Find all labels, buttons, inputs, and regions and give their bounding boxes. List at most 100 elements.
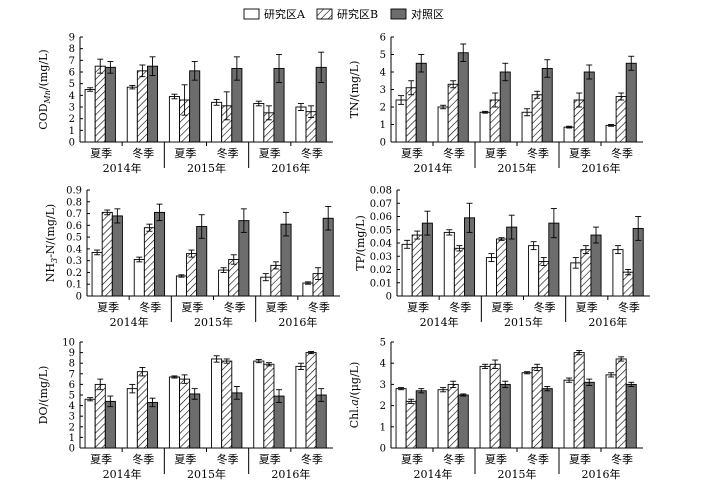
bar-do-s2-c5: [315, 394, 327, 449]
bar-chla-s2-c1: [457, 394, 469, 449]
y-tick-label-do-4: 4: [69, 401, 75, 412]
year-label-chla-2: 2016年: [582, 467, 621, 481]
bar-tp-s1-c2: [496, 238, 508, 297]
y-tick-label-tn-6: 6: [380, 33, 386, 44]
bar-chla-s2-c2: [499, 383, 511, 449]
bar-tn-s0-c5: [605, 124, 617, 143]
bar-nh3n-s1-c0: [101, 211, 113, 297]
bar-do-s2-c0: [104, 400, 116, 449]
bar-tn-s0-c1: [437, 106, 449, 143]
bar-chla-s0-c0: [395, 388, 407, 449]
bar-do-s0-c1: [126, 388, 138, 449]
bar-cod-s0-c5: [295, 106, 307, 143]
y-tick-label-tp-8: 0.08: [370, 186, 392, 197]
year-label-tp-1: 2015年: [504, 315, 543, 329]
x-label-do-1: 冬季: [132, 452, 154, 466]
bar-cod-s2-c1: [147, 65, 159, 143]
y-tick-label-tn-0: 0: [380, 138, 386, 149]
bar-tp-s1-c5: [622, 271, 634, 297]
x-label-do-4: 夏季: [259, 453, 281, 466]
x-label-chla-4: 夏季: [569, 453, 591, 466]
bar-chla-s1-c5: [615, 358, 627, 449]
bar-chla-s0-c2: [479, 365, 491, 449]
y-tick-label-cod-2: 2: [69, 114, 75, 125]
x-label-tp-2: 夏季: [491, 301, 513, 314]
bar-chla-s0-c3: [521, 372, 533, 449]
bar-tn-s2-c0: [415, 62, 427, 143]
y-tick-label-tn-5: 5: [380, 50, 386, 61]
x-label-do-0: 夏季: [90, 453, 112, 466]
y-tick-label-nh3n-7: 0.7: [66, 209, 82, 220]
bar-chla-s1-c2: [489, 363, 501, 449]
x-label-cod-0: 夏季: [90, 147, 112, 160]
bar-do-s1-c5: [305, 352, 317, 449]
bar-do-s1-c2: [179, 378, 191, 449]
bar-cod-s1-c0: [94, 65, 106, 143]
y-tick-label-nh3n-2: 0.2: [66, 268, 82, 279]
bar-do-s1-c4: [263, 363, 275, 449]
year-label-nh3n-2: 2016年: [278, 315, 317, 329]
y-tick-label-do-1: 1: [69, 433, 75, 444]
y-tick-label-cod-0: 0: [69, 138, 75, 149]
legend-label-b: 研究区B: [337, 7, 378, 21]
year-label-do-0: 2014年: [103, 467, 142, 481]
year-label-tn-0: 2014年: [414, 161, 453, 175]
legend-item-a: 研究区A: [243, 7, 306, 21]
y-tick-label-tn-2: 2: [380, 103, 386, 114]
y-tick-label-cod-3: 3: [69, 103, 75, 114]
legend-label-a: 研究区A: [264, 7, 306, 21]
bar-do-s2-c1: [147, 401, 159, 449]
y-tick-label-do-10: 10: [62, 338, 75, 349]
y-axis-title-tp: TP/(mg/L): [354, 215, 367, 271]
bar-tp-s0-c0: [401, 243, 413, 297]
bar-do-s1-c3: [221, 360, 233, 449]
y-tick-label-cod-4: 4: [69, 91, 75, 102]
y-tick-label-tn-4: 4: [380, 68, 386, 79]
year-label-do-2: 2016年: [271, 467, 310, 481]
bar-do-s0-c5: [295, 365, 307, 449]
y-tick-label-chla-0: 0: [380, 444, 386, 455]
y-tick-label-tp-4: 0.04: [370, 239, 392, 250]
bar-nh3n-s1-c4: [270, 264, 282, 297]
bar-chla-s2-c0: [415, 390, 427, 449]
bar-cod-s0-c1: [126, 86, 138, 143]
bar-chla-s2-c3: [541, 388, 553, 449]
year-label-cod-0: 2014年: [103, 161, 142, 175]
bar-do-s0-c0: [84, 398, 96, 449]
bar-cod-s2-c2: [189, 70, 201, 143]
y-axis-title-nh3n: NH3-N/(mg/L): [44, 204, 59, 282]
bar-tn-s0-c2: [479, 111, 491, 143]
bar-tn-s2-c3: [541, 68, 553, 143]
year-label-tn-2: 2016年: [582, 161, 621, 175]
x-label-cod-2: 夏季: [174, 147, 196, 160]
y-tick-label-chla-1: 1: [380, 422, 386, 433]
year-label-nh3n-1: 2015年: [194, 315, 233, 329]
bar-tn-s2-c2: [499, 71, 511, 143]
bar-do-s1-c1: [136, 371, 148, 449]
bar-do-s0-c2: [168, 376, 180, 449]
bar-nh3n-s2-c0: [111, 215, 123, 297]
y-tick-label-do-2: 2: [69, 422, 75, 433]
y-tick-label-cod-8: 8: [69, 44, 75, 55]
x-label-cod-3: 冬季: [217, 146, 239, 160]
bar-tn-s1-c3: [531, 94, 543, 143]
bar-cod-s1-c1: [136, 70, 148, 143]
x-label-tn-0: 夏季: [401, 147, 423, 160]
bar-do-s2-c4: [273, 395, 285, 449]
y-tick-label-nh3n-6: 0.6: [66, 221, 82, 232]
legend-label-control: 对照区: [411, 7, 444, 21]
x-label-tn-4: 夏季: [569, 147, 591, 160]
y-tick-label-cod-5: 5: [69, 79, 75, 90]
bar-chla-s1-c0: [405, 400, 417, 449]
y-tick-label-cod-7: 7: [69, 56, 75, 67]
bar-nh3n-s0-c2: [175, 275, 187, 297]
legend-swatch-a: [243, 8, 260, 20]
bar-tn-s0-c0: [395, 99, 407, 143]
panel-nh3n: 00.10.20.30.40.50.60.70.80.9 夏季 冬季 夏季 冬季 夏季 冬季…: [44, 186, 340, 329]
bar-do-s1-c0: [94, 383, 106, 449]
x-label-do-3: 冬季: [217, 452, 239, 466]
y-tick-label-tp-5: 0.05: [370, 225, 392, 236]
bar-tp-s0-c1: [443, 231, 455, 297]
